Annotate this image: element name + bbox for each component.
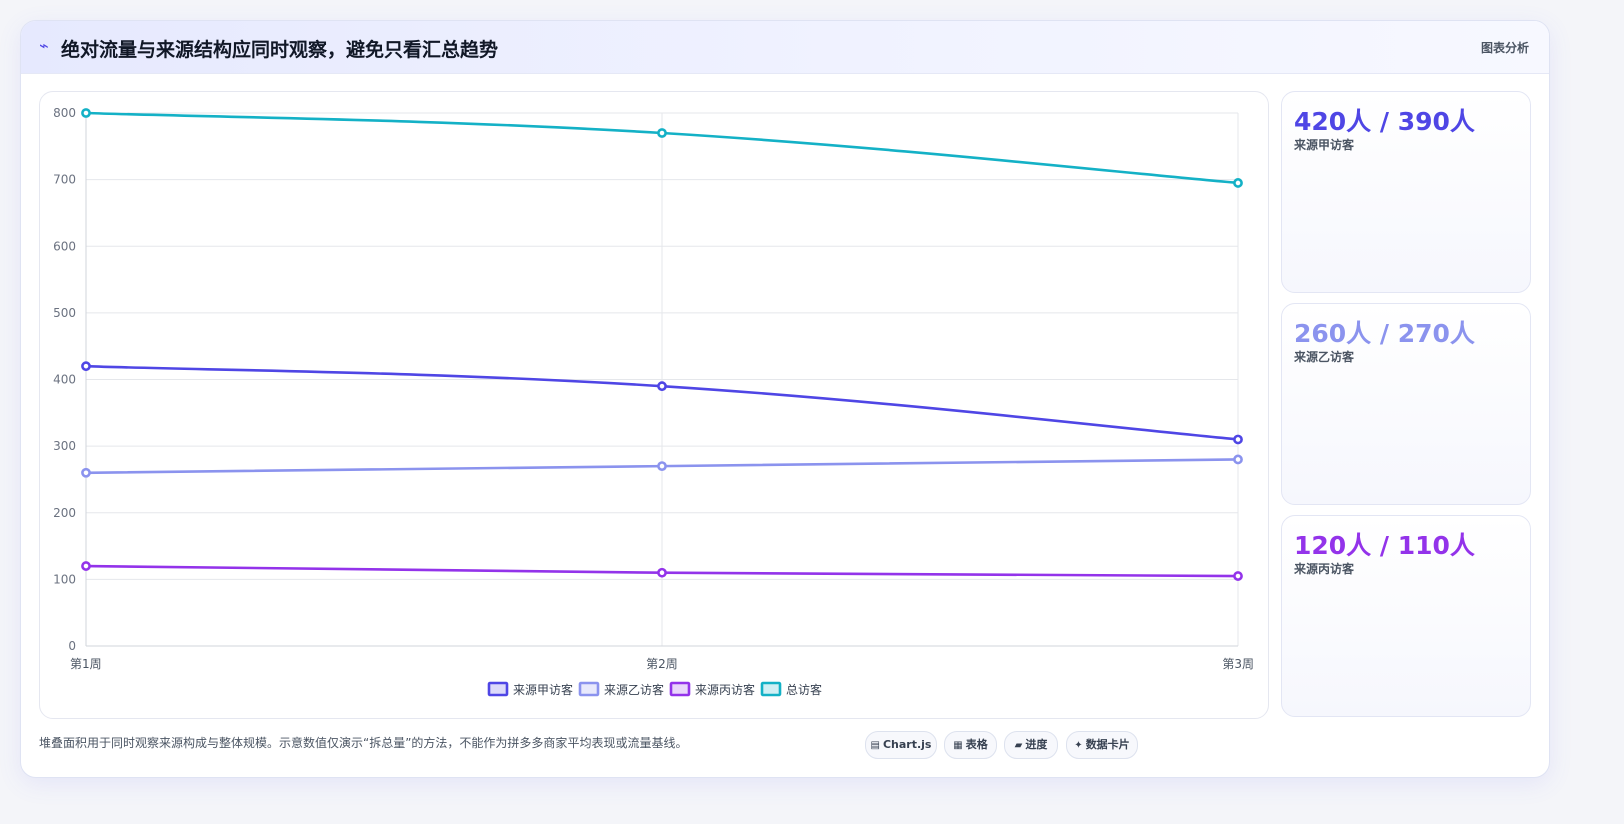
pill-chartjs[interactable]: ▤ Chart.js xyxy=(865,731,937,759)
stat-value: 120人 / 110人 xyxy=(1294,531,1475,560)
pill-table[interactable]: ▦ 表格 xyxy=(944,731,997,759)
y-tick-label: 300 xyxy=(53,439,76,453)
y-tick-label: 600 xyxy=(53,239,76,253)
stat-value: 260人 / 270人 xyxy=(1294,319,1475,348)
chart-panel: ⌁ 绝对流量与来源结构应同时观察，避免只看汇总趋势 图表分析 0 100 200 30… xyxy=(20,20,1550,778)
y-tick-label: 700 xyxy=(53,173,76,187)
pill-label: Chart.js xyxy=(882,738,932,751)
sparkle-icon: ✦ xyxy=(1074,740,1083,751)
data-point xyxy=(81,108,91,118)
chart-footnote: 堆叠面积用于同时观察来源构成与整体规模。示意数值仅演示“拆总量”的方法，不能作为… xyxy=(39,736,688,750)
chart-bolt-icon: ⌁ xyxy=(39,36,49,55)
x-tick-label: 第2周 xyxy=(646,657,678,671)
data-point xyxy=(1233,178,1243,188)
progress-icon: ▰ xyxy=(1014,740,1023,751)
line-chart-card: 0 100 200 300 400 500 600 700 800 第1周 第2周 第3周来源甲访客 来… xyxy=(39,91,1269,719)
pill-label: 数据卡片 xyxy=(1085,738,1130,751)
legend-label: 总访客 xyxy=(786,682,822,697)
pill-data-cards[interactable]: ✦ 数据卡片 xyxy=(1066,731,1138,759)
data-point xyxy=(81,467,91,478)
panel-header: ⌁ 绝对流量与来源结构应同时观察，避免只看汇总趋势 图表分析 xyxy=(21,21,1549,74)
data-point xyxy=(1233,454,1243,465)
data-point xyxy=(1233,434,1243,445)
table-icon: ▦ xyxy=(953,740,963,751)
data-point xyxy=(657,128,667,138)
y-tick-label: 800 xyxy=(53,106,76,120)
legend-label: 来源甲访客 xyxy=(513,682,573,697)
legend-swatch xyxy=(669,681,691,697)
legend-swatch xyxy=(487,681,509,697)
legend-label: 来源丙访客 xyxy=(695,682,755,697)
pill-progress[interactable]: ▰ 进度 xyxy=(1004,731,1058,759)
stat-card-source-a: 420人 / 390人 来源甲访客 xyxy=(1281,91,1531,293)
legend-label: 来源乙访客 xyxy=(604,682,664,697)
panel-title: 绝对流量与来源结构应同时观察，避免只看汇总趋势 xyxy=(61,39,499,61)
stat-label: 来源乙访客 xyxy=(1294,350,1355,364)
y-tick-label: 400 xyxy=(53,373,76,387)
stat-card-source-b: 260人 / 270人 来源乙访客 xyxy=(1281,303,1531,505)
data-point xyxy=(657,461,667,472)
data-point xyxy=(657,567,667,578)
x-tick-label: 第1周 xyxy=(70,657,102,671)
chart-icon: ▤ xyxy=(870,740,880,751)
stat-value: 420人 / 390人 xyxy=(1294,107,1475,136)
data-point xyxy=(81,361,91,372)
stat-card-source-c: 120人 / 110人 来源丙访客 xyxy=(1281,515,1531,717)
y-tick-label: 0 xyxy=(68,639,76,653)
chart-analysis-tag: 图表分析 xyxy=(1480,41,1529,55)
y-tick-label: 200 xyxy=(53,506,76,520)
data-point xyxy=(81,561,91,571)
data-point xyxy=(657,381,667,392)
data-point xyxy=(1233,571,1243,581)
stat-label: 来源甲访客 xyxy=(1294,138,1355,152)
x-tick-label: 第3周 xyxy=(1222,657,1254,671)
stat-label: 来源丙访客 xyxy=(1294,562,1355,576)
legend-swatch xyxy=(760,681,782,697)
y-tick-label: 100 xyxy=(53,572,76,586)
legend-swatch xyxy=(578,681,600,697)
pill-label: 进度 xyxy=(1025,738,1048,751)
y-tick-label: 500 xyxy=(53,306,76,320)
pill-label: 表格 xyxy=(965,738,988,751)
